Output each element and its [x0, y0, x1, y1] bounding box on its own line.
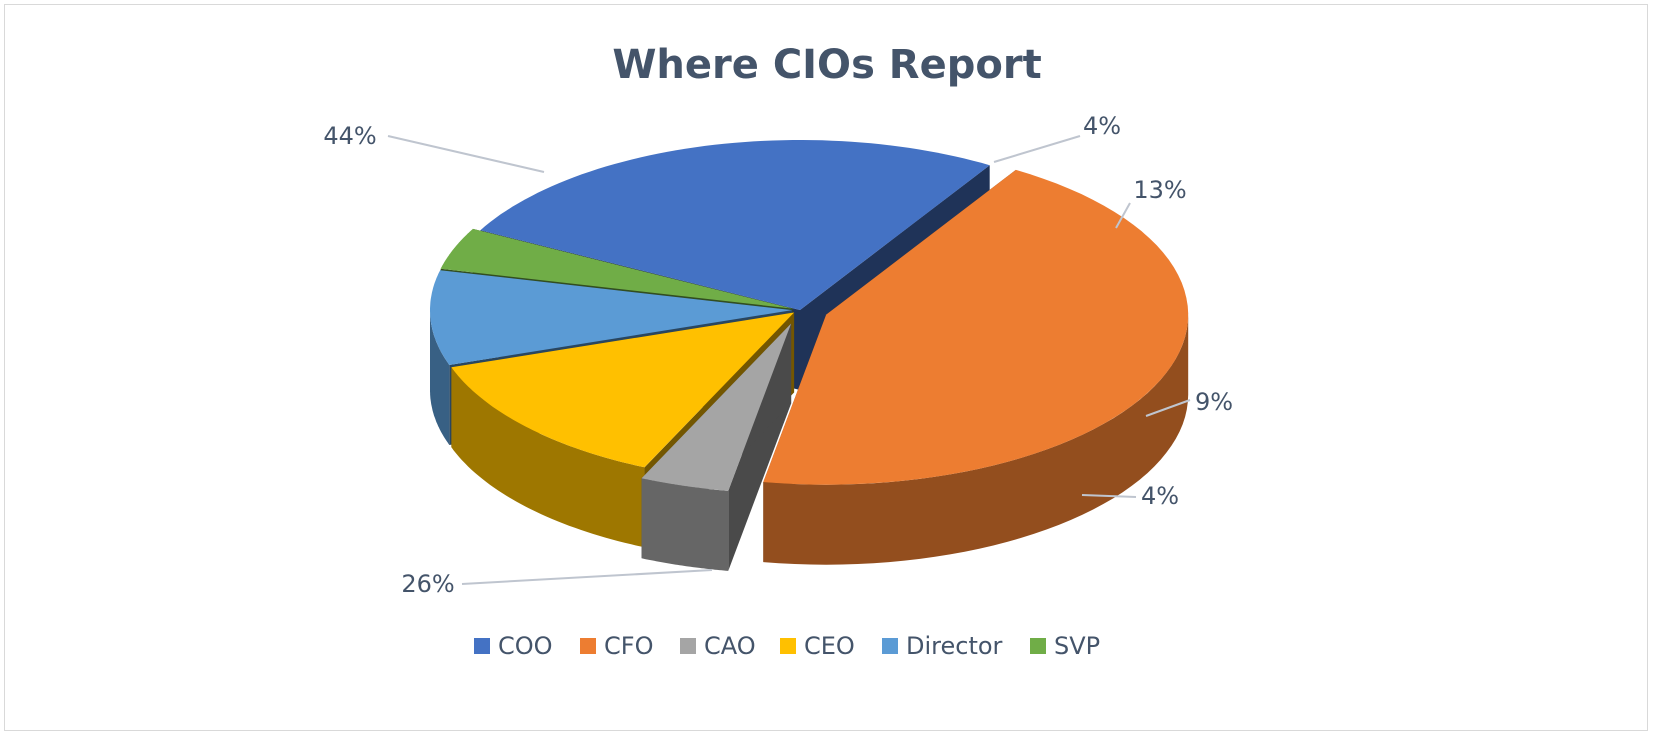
legend-swatch: [680, 638, 696, 654]
leader-cao: [993, 135, 1081, 163]
legend-swatch: [882, 638, 898, 654]
leader-ceo: [1115, 202, 1131, 229]
legend-item-coo: COO: [474, 632, 553, 660]
leader-lines: [387, 135, 1191, 585]
data-label-svp: 4%: [1141, 482, 1179, 510]
slice-cfo: [763, 169, 1189, 565]
data-label-cfo: 44%: [323, 122, 376, 150]
legend-swatch: [580, 638, 596, 654]
legend: COO CFO CAO CEO Director SVP: [474, 632, 1100, 660]
chart-title: Where CIOs Report: [612, 42, 1041, 88]
legend-item-cao: CAO: [680, 632, 756, 660]
slice-cao: [641, 323, 792, 571]
legend-item-svp: SVP: [1030, 632, 1100, 660]
legend-swatch: [474, 638, 490, 654]
leader-coo: [461, 569, 713, 585]
data-label-coo: 26%: [401, 570, 454, 598]
legend-label: SVP: [1054, 632, 1100, 660]
legend-item-cfo: CFO: [580, 632, 653, 660]
legend-label: Director: [906, 632, 1003, 660]
leader-svp: [1081, 494, 1137, 498]
pie-slices: [430, 140, 1189, 571]
leader-director: [1145, 399, 1191, 417]
data-label-director: 9%: [1195, 388, 1233, 416]
data-label-cao: 4%: [1083, 112, 1121, 140]
data-labels: 26% 44% 4% 13% 9% 4%: [323, 112, 1233, 598]
legend-label: COO: [498, 632, 553, 660]
legend-label: CAO: [704, 632, 756, 660]
legend-swatch: [780, 638, 796, 654]
leader-cfo: [387, 135, 545, 173]
legend-item-ceo: CEO: [780, 632, 855, 660]
data-label-ceo: 13%: [1133, 176, 1186, 204]
legend-label: CEO: [804, 632, 855, 660]
legend-swatch: [1030, 638, 1046, 654]
legend-label: CFO: [604, 632, 653, 660]
legend-item-director: Director: [882, 632, 1003, 660]
